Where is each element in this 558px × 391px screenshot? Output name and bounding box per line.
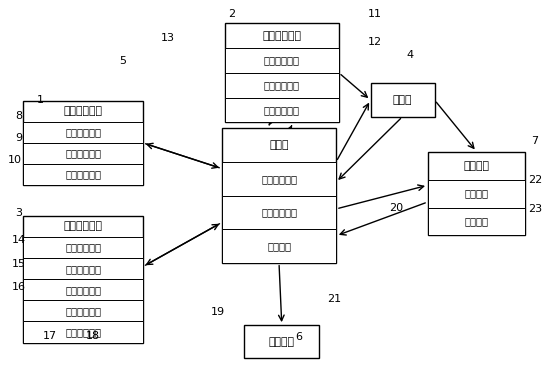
Text: 18: 18 (85, 331, 99, 341)
Text: 10: 10 (8, 156, 22, 165)
Bar (222, 229, 336, 263)
Text: 电量统计单元: 电量统计单元 (65, 127, 101, 137)
Bar (23, 122, 143, 143)
Text: 中央处理单元: 中央处理单元 (261, 174, 297, 184)
Text: 23: 23 (528, 204, 542, 214)
Bar (23, 258, 143, 279)
Bar (225, 23, 339, 122)
Text: 19: 19 (211, 307, 225, 317)
Bar (23, 300, 143, 321)
Bar (23, 237, 143, 258)
Text: 2: 2 (228, 9, 235, 19)
Text: 20: 20 (389, 203, 403, 213)
Text: 存储单元: 存储单元 (267, 241, 291, 251)
Bar (225, 48, 339, 73)
Text: 7: 7 (531, 136, 538, 146)
Text: 云平台: 云平台 (270, 140, 288, 150)
Text: 显示单元: 显示单元 (465, 188, 489, 199)
Text: 输入单元: 输入单元 (465, 217, 489, 226)
Text: 现金支付单元: 现金支付单元 (65, 327, 101, 337)
Bar (222, 162, 336, 196)
Text: 智能终端: 智能终端 (464, 161, 489, 170)
Text: 15: 15 (12, 259, 26, 269)
Text: 计费统计单元: 计费统计单元 (65, 242, 101, 253)
Bar (23, 143, 143, 164)
Bar (23, 279, 143, 300)
Text: 警示模块: 警示模块 (269, 337, 295, 346)
Text: 1: 1 (37, 95, 44, 105)
Text: 9: 9 (15, 133, 22, 143)
Bar (428, 179, 525, 208)
Text: 缴费管理模块: 缴费管理模块 (64, 222, 103, 231)
Text: 运行监测单元: 运行监测单元 (65, 148, 101, 158)
Bar (23, 321, 143, 343)
Bar (225, 98, 339, 122)
Text: 数据库: 数据库 (393, 95, 412, 105)
Bar (428, 152, 525, 235)
Bar (23, 101, 143, 185)
Text: 温度监测单元: 温度监测单元 (264, 80, 300, 90)
Bar (23, 164, 143, 185)
Text: 3: 3 (15, 208, 22, 218)
Text: 4: 4 (406, 50, 413, 60)
Bar (222, 196, 336, 229)
Text: 视频监测单元: 视频监测单元 (264, 56, 300, 65)
Bar (222, 128, 336, 263)
Text: 22: 22 (528, 175, 542, 185)
Text: 11: 11 (368, 9, 382, 19)
Text: 湿度监测单元: 湿度监测单元 (264, 105, 300, 115)
Text: 14: 14 (12, 235, 26, 245)
Text: 12: 12 (368, 38, 382, 47)
Text: 刷卡支付单元: 刷卡支付单元 (65, 306, 101, 316)
Text: 移动支付单元: 移动支付单元 (65, 285, 101, 295)
Text: 16: 16 (12, 282, 26, 292)
Bar (225, 73, 339, 98)
Bar (23, 216, 143, 343)
Text: 8: 8 (15, 111, 22, 121)
Text: 17: 17 (42, 331, 57, 341)
Bar (428, 208, 525, 235)
Text: 计费审核单元: 计费审核单元 (65, 264, 101, 274)
Bar (371, 84, 435, 117)
Bar (244, 325, 319, 358)
Text: 充电管理模块: 充电管理模块 (64, 106, 103, 117)
Text: 数据监测模块: 数据监测模块 (262, 30, 301, 41)
Text: 定位监测单元: 定位监测单元 (65, 169, 101, 179)
Text: 信息收发单元: 信息收发单元 (261, 207, 297, 217)
Text: 5: 5 (119, 56, 127, 66)
Text: 6: 6 (295, 332, 302, 342)
Text: 21: 21 (328, 294, 341, 304)
Text: 13: 13 (161, 33, 175, 43)
